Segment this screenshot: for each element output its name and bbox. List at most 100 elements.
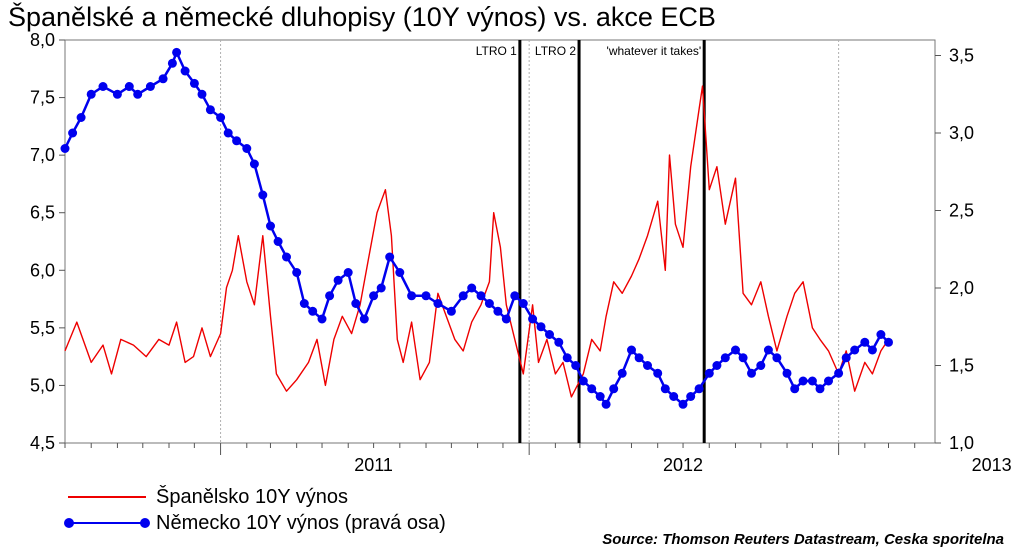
germany-data-point xyxy=(395,268,405,277)
germany-data-point xyxy=(376,283,386,293)
germany-data-point xyxy=(562,353,572,363)
legend-item-germany: Německo 10Y výnos (pravá osa) xyxy=(64,511,446,535)
y-left-tick-label: 8,0 xyxy=(30,30,55,50)
germany-data-point xyxy=(554,337,564,347)
germany-data-point xyxy=(867,345,877,355)
germany-data-point xyxy=(518,299,528,308)
germany-data-point xyxy=(343,268,353,277)
legend-item-spain: Španělsko 10Y výnos xyxy=(68,485,348,509)
germany-data-point xyxy=(446,306,456,316)
germany-data-point xyxy=(189,78,199,88)
germany-data-point xyxy=(738,353,748,363)
germany-data-point xyxy=(587,384,597,394)
germany-data-point xyxy=(841,353,851,363)
germany-data-point xyxy=(884,337,893,347)
x-tick-label: 2013 xyxy=(972,455,1012,475)
germany-data-point xyxy=(433,299,443,308)
germany-data-point xyxy=(266,221,275,231)
germany-data-point xyxy=(258,190,268,200)
y-left-tick-label: 7,0 xyxy=(30,145,55,165)
y-right-tick-label: 3,5 xyxy=(949,46,974,66)
germany-data-point xyxy=(421,291,431,301)
germany-data-point xyxy=(595,392,605,401)
germany-data-point xyxy=(205,105,215,115)
germany-data-point xyxy=(712,361,722,370)
germany-data-point xyxy=(476,291,486,301)
germany-data-point xyxy=(510,291,520,301)
germany-data-point xyxy=(325,291,335,301)
plot-frame xyxy=(64,39,936,444)
y-right-tick-label: 2,5 xyxy=(949,201,974,221)
germany-data-point xyxy=(124,82,134,91)
germany-data-point xyxy=(484,299,494,308)
x-tick-label: 2011 xyxy=(354,455,393,475)
germany-data-point xyxy=(720,353,730,363)
germany-data-point xyxy=(772,353,782,363)
germany-data-point xyxy=(824,376,833,386)
germany-data-point xyxy=(834,368,844,378)
germany-data-point xyxy=(299,299,309,308)
germany-data-point xyxy=(145,82,155,91)
y-right-tick-label: 3,0 xyxy=(949,123,974,143)
germany-data-point xyxy=(458,291,468,301)
germany-data-point xyxy=(731,345,740,355)
germany-data-point xyxy=(369,291,379,301)
germany-data-point xyxy=(249,159,259,169)
germany-data-point xyxy=(653,368,663,378)
germany-data-point xyxy=(798,376,808,386)
germany-data-point xyxy=(678,399,688,409)
germany-data-point xyxy=(807,376,817,386)
y-right-tick-label: 2,0 xyxy=(949,278,974,298)
chart-title: Španělské a německé dluhopisy (10Y výnos… xyxy=(8,2,716,32)
germany-data-point xyxy=(133,89,143,99)
germany-data-point xyxy=(60,144,70,153)
spain-legend-swatch xyxy=(68,496,146,498)
germany-data-point xyxy=(545,330,554,339)
germany-data-point xyxy=(407,291,417,301)
germany-data-point xyxy=(467,283,477,293)
germany-data-point xyxy=(609,384,619,394)
germany-data-point xyxy=(763,345,773,355)
germany-data-point xyxy=(292,268,302,277)
germany-data-point xyxy=(223,128,233,138)
germany-data-point xyxy=(704,368,714,378)
germany-data-point xyxy=(528,314,538,324)
germany-data-point xyxy=(317,314,327,324)
germany-data-point xyxy=(76,113,86,122)
y-left-tick-label: 6,0 xyxy=(30,260,55,280)
germany-data-point xyxy=(790,384,800,394)
y-left-tick-label: 5,0 xyxy=(30,375,55,395)
germany-data-point xyxy=(860,337,870,347)
event-label: 'whatever it takes' xyxy=(607,44,702,58)
y-right-tick-label: 1,0 xyxy=(949,433,974,453)
event-label: LTRO 2 xyxy=(535,44,576,58)
germany-data-point xyxy=(876,330,886,339)
germany-data-point xyxy=(782,368,792,378)
germany-data-point xyxy=(86,89,96,99)
x-tick-label: 2012 xyxy=(663,455,703,475)
germany-data-point xyxy=(158,74,168,84)
germany-data-point xyxy=(815,384,825,394)
germany-data-point xyxy=(660,384,670,394)
germany-legend-label: Německo 10Y výnos (pravá osa) xyxy=(156,511,446,534)
germany-data-point xyxy=(68,128,78,138)
germany-data-point xyxy=(308,306,318,316)
germany-data-point xyxy=(216,113,226,122)
germany-data-point xyxy=(501,314,511,324)
germany-data-point xyxy=(634,353,644,363)
y-left-tick-label: 6,5 xyxy=(30,203,55,223)
event-label: LTRO 1 xyxy=(476,44,517,58)
germany-data-point xyxy=(197,89,207,99)
y-right-tick-label: 1,5 xyxy=(949,356,974,376)
germany-data-point xyxy=(242,144,252,153)
germany-data-point xyxy=(536,322,546,332)
germany-data-point xyxy=(747,368,756,378)
germany-data-point xyxy=(617,368,627,378)
germany-data-point xyxy=(385,252,395,262)
germany-data-point xyxy=(627,345,636,355)
germany-data-point xyxy=(694,384,704,394)
germany-data-point xyxy=(180,66,190,76)
germany-legend-swatch xyxy=(64,518,150,528)
germany-data-point xyxy=(756,361,766,370)
